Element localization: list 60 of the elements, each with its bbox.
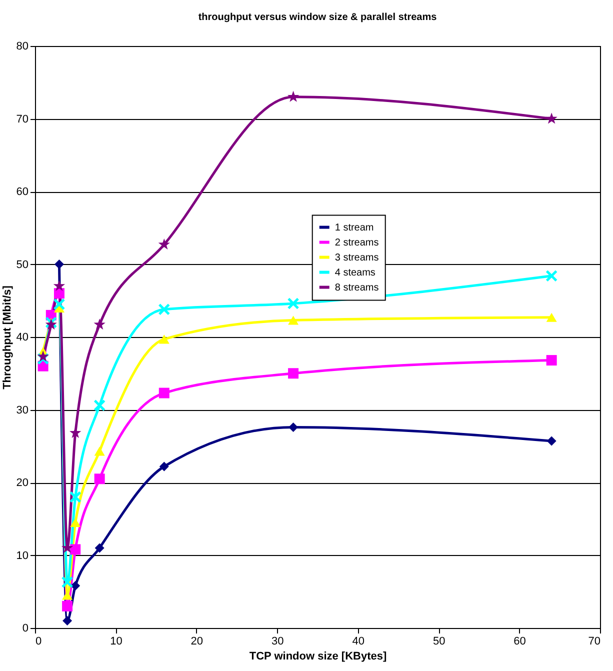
point: [70, 544, 81, 555]
y-tick-label: 80: [16, 40, 28, 52]
legend-label: 3 streams: [334, 252, 379, 264]
x-tick-label: 0: [36, 636, 42, 648]
point: [54, 288, 64, 299]
point: [546, 312, 557, 322]
point: [94, 543, 104, 553]
y-axis-title: Throughput [Mbit/s]: [1, 285, 14, 390]
point: [158, 303, 170, 316]
y-tick-label: 10: [16, 550, 28, 562]
x-tick-label: 40: [352, 636, 364, 648]
point: [158, 238, 170, 250]
y-tick-label: 40: [16, 332, 28, 344]
point: [70, 518, 81, 528]
y-tick-label: 70: [16, 113, 28, 126]
point: [546, 270, 558, 282]
legend-label: 2 streams: [334, 237, 379, 248]
point: [62, 616, 72, 626]
point: [159, 462, 169, 472]
point: [37, 352, 50, 365]
point: [54, 260, 64, 269]
point: [546, 112, 558, 124]
point: [158, 388, 170, 398]
chart-title: throughput versus window size & parallel streams: [198, 12, 438, 23]
point: [70, 426, 82, 438]
y-tick-label: 60: [16, 186, 28, 198]
point: [45, 318, 57, 330]
x-tick-label: 70: [588, 636, 600, 648]
y-tick-label: 50: [16, 258, 28, 271]
x-axis-title: TCP window size [KBytes]: [249, 650, 387, 662]
point: [287, 298, 300, 310]
point: [94, 399, 106, 412]
point: [53, 280, 66, 292]
x-tick-label: 30: [272, 636, 284, 648]
point: [53, 298, 66, 310]
legend-label: 4 steams: [334, 267, 376, 278]
point: [94, 318, 106, 330]
x-tick-label: 10: [110, 636, 122, 648]
point: [546, 436, 556, 446]
x-tick-label: 20: [190, 636, 204, 648]
point: [287, 90, 300, 102]
point: [288, 368, 299, 379]
y-tick-label: 0: [22, 622, 28, 634]
y-tick-label: 30: [16, 404, 28, 416]
point: [288, 422, 298, 432]
point: [158, 334, 170, 344]
point: [69, 491, 82, 504]
point: [61, 576, 74, 588]
point: [288, 316, 299, 325]
point: [70, 581, 80, 591]
point: [62, 600, 73, 612]
legend-label: 8 streams: [334, 282, 379, 294]
point: [94, 474, 105, 484]
x-tick-label: 50: [432, 636, 446, 648]
x-tick-label: 60: [514, 636, 526, 648]
legend-label: 1 stream: [334, 222, 374, 234]
point: [94, 446, 105, 456]
point: [37, 350, 49, 362]
y-tick-label: 20: [16, 477, 28, 489]
point: [546, 355, 557, 366]
